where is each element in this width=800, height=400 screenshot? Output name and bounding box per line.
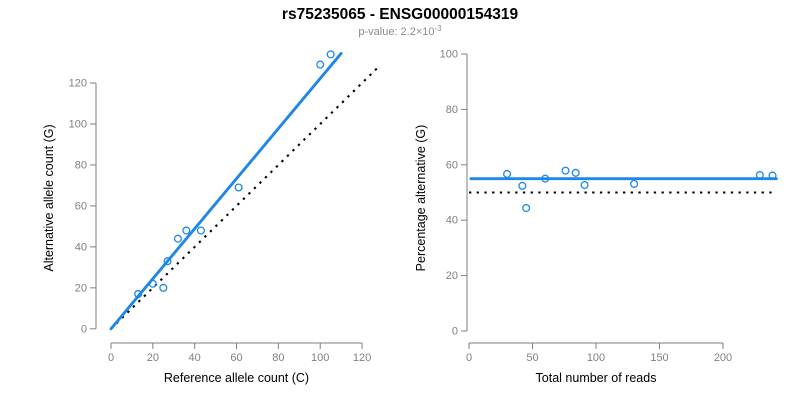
y-tick-label: 100 (69, 119, 87, 131)
data-point (163, 257, 172, 266)
data-point (316, 60, 325, 69)
y-tick-label: 100 (440, 49, 458, 61)
data-point (148, 279, 157, 288)
data-point (182, 226, 191, 235)
y-tick-label: 80 (75, 159, 87, 171)
y-axis-title: Alternative allele count (G) (42, 124, 56, 271)
y-tick-label: 40 (75, 241, 87, 253)
data-point (234, 183, 243, 192)
data-point (503, 169, 512, 178)
x-axis-title: Reference allele count (C) (164, 371, 309, 385)
data-point (561, 166, 570, 175)
p-value-exponent: -3 (434, 24, 442, 33)
x-tick-label: 120 (353, 352, 371, 364)
y-tick-label: 80 (446, 104, 458, 116)
y-axis-title: Percentage alternative (G) (414, 125, 428, 272)
y-tick-label: 20 (446, 270, 458, 282)
x-tick-label: 100 (311, 352, 329, 364)
x-tick-label: 20 (147, 352, 159, 364)
data-point (159, 283, 168, 292)
y-tick-label: 120 (69, 78, 87, 90)
y-tick-label: 40 (446, 215, 458, 227)
x-tick-label: 50 (526, 352, 538, 364)
y-tick-label: 60 (446, 159, 458, 171)
data-point (173, 234, 182, 243)
data-point (196, 226, 206, 235)
data-point (580, 180, 589, 190)
x-tick-label: 0 (466, 352, 472, 364)
plot-title: rs75235065 - ENSG00000154319 (281, 6, 519, 23)
x-axis-title: Total number of reads (536, 371, 657, 385)
y-tick-label: 20 (75, 282, 87, 294)
x-tick-label: 60 (230, 352, 242, 364)
x-tick-label: 80 (272, 352, 284, 364)
data-point (134, 289, 143, 299)
data-point (571, 168, 580, 177)
x-tick-label: 0 (108, 352, 114, 364)
x-tick-label: 200 (714, 352, 732, 364)
fit-line (109, 52, 343, 331)
y-tick-label: 60 (75, 200, 87, 212)
data-point (522, 203, 531, 213)
data-point (630, 179, 639, 188)
p-value-text: p-value: 2.2×10 (358, 26, 435, 38)
x-tick-label: 100 (587, 352, 605, 364)
data-point (326, 50, 335, 59)
y-tick-label: 0 (81, 323, 87, 335)
y-tick-label: 0 (452, 326, 458, 338)
data-point (541, 174, 550, 183)
data-point (755, 170, 764, 180)
data-point (518, 181, 527, 190)
reference-dotted-line (110, 66, 379, 330)
x-tick-label: 150 (650, 352, 668, 364)
x-tick-label: 40 (189, 352, 201, 364)
data-point (768, 171, 777, 180)
plot-subtitle: p-value: 2.2×10-3 (0, 24, 800, 38)
